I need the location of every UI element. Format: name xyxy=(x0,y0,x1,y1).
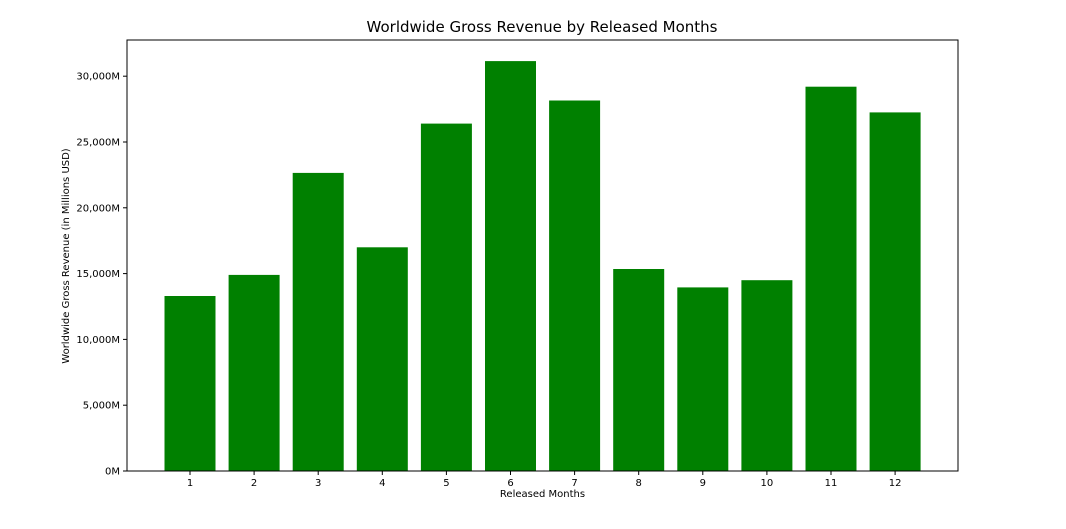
y-tick-label: 0M xyxy=(105,467,120,478)
x-tick-label: 2 xyxy=(251,478,257,489)
x-tick-label: 6 xyxy=(507,478,513,489)
bar-month-7 xyxy=(549,100,601,471)
y-ticks: 0M 5,000M 10,000M 15,000M 20,000M 25,000M 30,0… xyxy=(76,72,127,478)
x-tick-label: 3 xyxy=(315,478,321,489)
bar-month-8 xyxy=(613,269,665,471)
x-tick-label: 9 xyxy=(700,478,706,489)
x-axis-label: Released Months xyxy=(499,489,586,500)
x-tick-label: 11 xyxy=(825,478,838,489)
x-tick-label: 4 xyxy=(379,478,385,489)
x-tick-label: 5 xyxy=(443,478,449,489)
y-tick-label: 5,000M xyxy=(83,401,120,412)
x-tick-label: 1 xyxy=(187,478,193,489)
bar-month-4 xyxy=(356,247,408,471)
y-tick-label: 15,000M xyxy=(76,269,120,280)
chart-title: Worldwide Gross Revenue by Released Mont… xyxy=(366,18,718,36)
bar-month-12 xyxy=(869,112,921,472)
bar-month-9 xyxy=(677,287,729,471)
y-tick-label: 20,000M xyxy=(76,203,120,214)
bar-month-5 xyxy=(420,123,472,471)
bar-month-2 xyxy=(228,274,280,471)
x-ticks: 1 2 3 4 5 6 7 8 9 10 11 12 xyxy=(187,471,902,489)
x-tick-label: 12 xyxy=(889,478,902,489)
x-tick-label: 7 xyxy=(571,478,577,489)
bar-month-11 xyxy=(805,86,857,471)
y-tick-label: 10,000M xyxy=(76,335,120,346)
bars-layer xyxy=(164,61,921,472)
y-tick-label: 30,000M xyxy=(76,72,120,83)
x-tick-label: 8 xyxy=(636,478,642,489)
bar-month-10 xyxy=(741,280,793,471)
bar-month-1 xyxy=(164,296,216,471)
bar-month-6 xyxy=(485,61,536,471)
bar-month-3 xyxy=(292,172,344,471)
y-tick-label: 25,000M xyxy=(76,137,120,148)
x-tick-label: 10 xyxy=(761,478,774,489)
y-axis-label: Worldwide Gross Revenue (in Millions USD… xyxy=(61,148,72,364)
plot-frame xyxy=(126,39,959,472)
